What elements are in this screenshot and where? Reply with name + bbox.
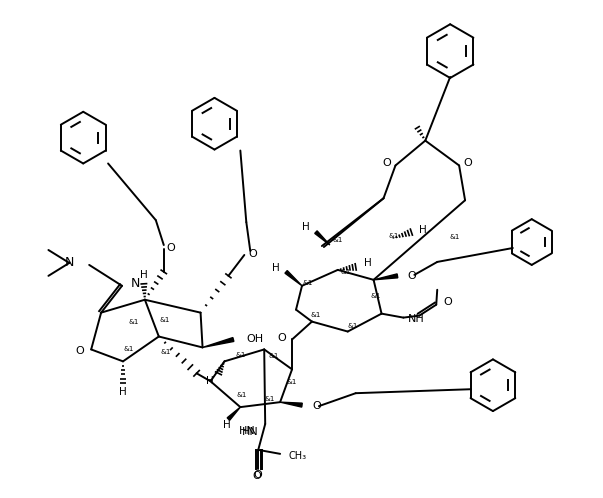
Text: OH: OH xyxy=(246,335,264,345)
Text: H: H xyxy=(223,420,230,430)
Text: H: H xyxy=(419,225,427,235)
Polygon shape xyxy=(285,270,302,286)
Text: O: O xyxy=(252,471,260,481)
Text: O: O xyxy=(75,347,84,357)
Text: &1: &1 xyxy=(341,269,351,275)
Text: &1: &1 xyxy=(236,392,247,398)
Text: O: O xyxy=(167,243,175,253)
Text: O: O xyxy=(277,333,286,343)
Polygon shape xyxy=(315,231,330,245)
Text: &1: &1 xyxy=(388,233,399,239)
Text: &1: &1 xyxy=(311,312,321,318)
Text: HN: HN xyxy=(241,427,258,437)
Text: H: H xyxy=(119,387,127,397)
Text: CH₃: CH₃ xyxy=(288,451,306,461)
Text: &1: &1 xyxy=(303,280,313,286)
Text: &1: &1 xyxy=(129,319,139,325)
Text: N: N xyxy=(65,256,74,269)
Text: &1: &1 xyxy=(370,293,380,299)
Text: O: O xyxy=(383,158,391,168)
Text: NH: NH xyxy=(408,314,424,324)
Text: &1: &1 xyxy=(287,379,297,385)
Text: HN: HN xyxy=(239,426,255,436)
Text: H: H xyxy=(140,270,148,280)
Text: &1: &1 xyxy=(124,347,134,353)
Text: &1: &1 xyxy=(450,234,460,240)
Text: O: O xyxy=(312,401,321,411)
Text: O: O xyxy=(254,470,263,480)
Text: O: O xyxy=(463,158,472,168)
Text: O: O xyxy=(408,271,416,281)
Text: &1: &1 xyxy=(347,323,358,329)
Text: &1: &1 xyxy=(265,396,276,402)
Text: H: H xyxy=(273,263,280,273)
Text: O: O xyxy=(443,297,452,307)
Text: &1: &1 xyxy=(160,317,170,323)
Polygon shape xyxy=(280,402,302,407)
Polygon shape xyxy=(227,407,241,420)
Polygon shape xyxy=(374,274,398,280)
Text: N: N xyxy=(131,277,140,290)
Polygon shape xyxy=(203,338,234,348)
Text: O: O xyxy=(248,249,257,259)
Text: &1: &1 xyxy=(235,353,245,359)
Text: H: H xyxy=(206,376,213,386)
Text: H: H xyxy=(302,222,310,232)
Text: &1: &1 xyxy=(269,354,279,360)
Text: &1: &1 xyxy=(333,237,343,243)
Text: &1: &1 xyxy=(160,350,171,356)
Text: H: H xyxy=(364,258,371,268)
